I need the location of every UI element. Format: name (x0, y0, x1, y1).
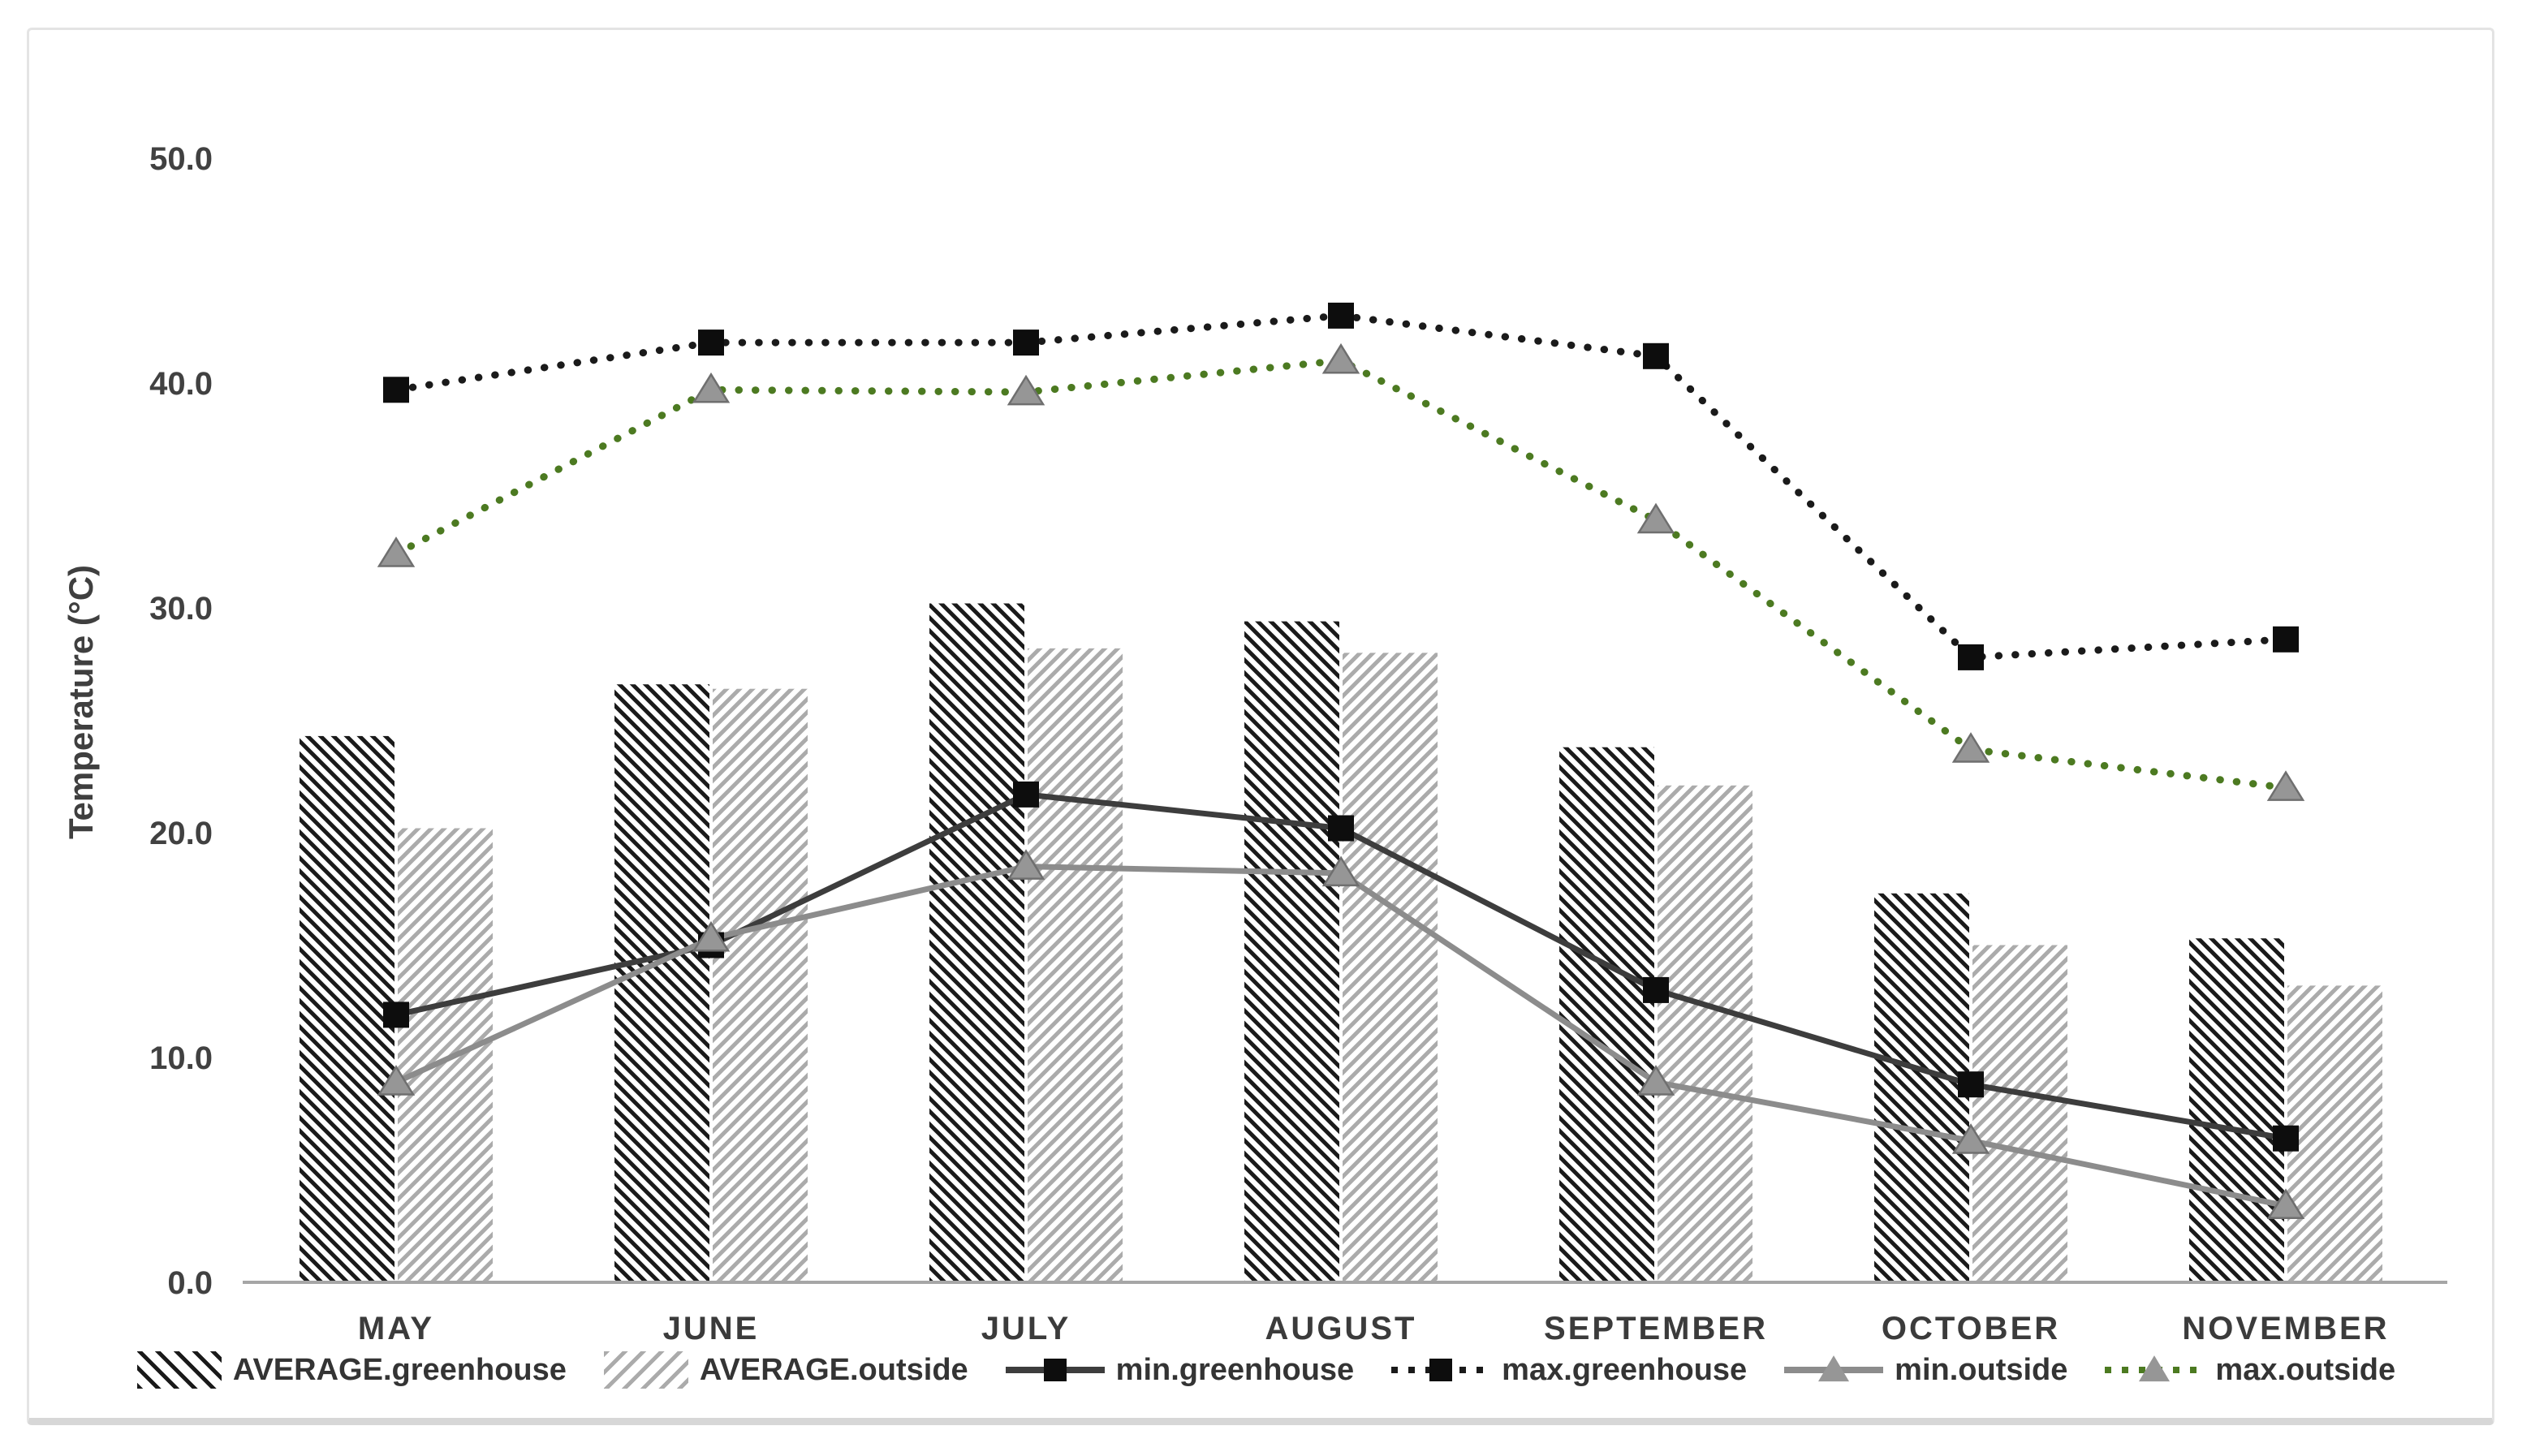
marker-min.outside-JUNE (692, 920, 731, 952)
marker-max.outside-OCTOBER (1951, 732, 1990, 763)
marker-min.greenhouse-OCTOBER (1958, 1071, 1984, 1098)
dotted-line-square-swatch-icon (1391, 1359, 1491, 1381)
marker-max.greenhouse-AUGUST (1328, 302, 1354, 329)
x-label-AUGUST: AUGUST (1265, 1311, 1417, 1346)
marker-min.greenhouse-NOVEMBER (2273, 1125, 2299, 1152)
marker-min.outside-AUGUST (1321, 855, 1360, 887)
y-tick-0.0: 0.0 (167, 1265, 213, 1301)
dotted-green-line-triangle-swatch-icon (2105, 1355, 2205, 1382)
x-label-JULY: JULY (981, 1311, 1071, 1346)
legend-item-max-outside: max.outside (2105, 1353, 2395, 1388)
bar-AVERAGE.outside-JULY (1028, 648, 1123, 1282)
marker-min.greenhouse-AUGUST (1328, 815, 1354, 842)
marker-max.greenhouse-SEPTEMBER (1643, 342, 1669, 369)
y-tick-40.0: 40.0 (149, 366, 213, 402)
hatch-dark-swatch-icon (136, 1351, 222, 1389)
legend-item-max-greenhouse: max.greenhouse (1391, 1353, 1747, 1388)
bar-AVERAGE.outside-JUNE (713, 688, 808, 1282)
marker-max.outside-NOVEMBER (2266, 770, 2305, 801)
legend-label: min.outside (1895, 1352, 2068, 1387)
y-tick-30.0: 30.0 (149, 591, 213, 627)
marker-max.outside-SEPTEMBER (1636, 502, 1675, 534)
legend-label: max.greenhouse (1502, 1352, 1748, 1387)
bar-AVERAGE.greenhouse-MAY (300, 735, 394, 1282)
y-tick-10.0: 10.0 (149, 1040, 213, 1076)
marker-max.outside-MAY (377, 536, 416, 567)
legend-item-min-greenhouse: min.greenhouse (1005, 1352, 1355, 1388)
marker-min.greenhouse-SEPTEMBER (1643, 976, 1669, 1003)
legend-label: AVERAGE.greenhouse (232, 1352, 567, 1387)
y-tick-20.0: 20.0 (149, 816, 213, 851)
triangle-marker-icon (2139, 1355, 2171, 1382)
solid-line-square-swatch-icon (1005, 1359, 1105, 1381)
x-label-MAY: MAY (358, 1311, 434, 1346)
legend-item-average-greenhouse: AVERAGE.greenhouse (136, 1351, 567, 1389)
x-label-NOVEMBER: NOVEMBER (2182, 1311, 2389, 1346)
x-label-OCTOBER: OCTOBER (1882, 1311, 2060, 1346)
marker-min.outside-JULY (1007, 849, 1045, 880)
hatch-light-swatch-icon (603, 1351, 688, 1389)
bars-layer (300, 603, 2382, 1282)
x-label-JUNE: JUNE (663, 1311, 760, 1346)
solid-line-triangle-swatch-icon (1784, 1355, 1884, 1382)
markers-layer (377, 302, 2305, 1220)
bar-AVERAGE.outside-AUGUST (1343, 653, 1438, 1282)
triangle-marker-icon (1818, 1355, 1850, 1382)
bar-AVERAGE.greenhouse-JUNE (614, 684, 709, 1282)
marker-max.greenhouse-NOVEMBER (2273, 626, 2299, 653)
marker-min.outside-NOVEMBER (2266, 1188, 2305, 1220)
marker-min.outside-MAY (377, 1065, 416, 1096)
square-marker-icon (1429, 1359, 1453, 1381)
marker-max.outside-JUNE (692, 372, 731, 403)
bar-AVERAGE.outside-OCTOBER (1972, 945, 2067, 1282)
marker-max.greenhouse-OCTOBER (1958, 644, 1984, 670)
legend-label: max.outside (2215, 1352, 2396, 1387)
axis-labels-layer: 0.0 10.0 20.0 30.0 40.0 50.0 MAY JUNE JULY AUGUST… (149, 141, 2389, 1346)
x-label-SEPTEMBER: SEPTEMBER (1544, 1311, 1768, 1346)
marker-max.outside-JULY (1007, 374, 1045, 406)
bar-AVERAGE.outside-MAY (398, 828, 493, 1282)
legend: AVERAGE.greenhouse AVERAGE.outside min.g… (130, 1339, 2403, 1401)
bar-AVERAGE.greenhouse-JULY (929, 603, 1024, 1282)
bar-AVERAGE.outside-SEPTEMBER (1658, 785, 1752, 1282)
legend-label: min.greenhouse (1115, 1352, 1355, 1387)
square-marker-icon (1043, 1359, 1067, 1381)
legend-item-min-outside: min.outside (1784, 1353, 2067, 1388)
marker-max.greenhouse-MAY (383, 377, 409, 403)
marker-max.greenhouse-JUNE (698, 330, 724, 356)
legend-item-average-outside: AVERAGE.outside (603, 1351, 968, 1389)
bar-AVERAGE.greenhouse-SEPTEMBER (1559, 747, 1654, 1282)
legend-label: AVERAGE.outside (699, 1352, 968, 1387)
marker-min.greenhouse-JULY (1013, 781, 1039, 808)
marker-max.outside-AUGUST (1321, 342, 1360, 374)
y-tick-50.0: 50.0 (149, 141, 213, 177)
marker-min.greenhouse-MAY (383, 1002, 409, 1028)
marker-min.outside-OCTOBER (1951, 1123, 1990, 1154)
bar-AVERAGE.greenhouse-OCTOBER (1874, 893, 1969, 1282)
bar-AVERAGE.greenhouse-AUGUST (1244, 621, 1339, 1282)
bar-AVERAGE.greenhouse-NOVEMBER (2189, 938, 2284, 1282)
marker-min.outside-SEPTEMBER (1636, 1065, 1675, 1096)
marker-max.greenhouse-JULY (1013, 330, 1039, 356)
bar-AVERAGE.outside-NOVEMBER (2287, 985, 2382, 1282)
